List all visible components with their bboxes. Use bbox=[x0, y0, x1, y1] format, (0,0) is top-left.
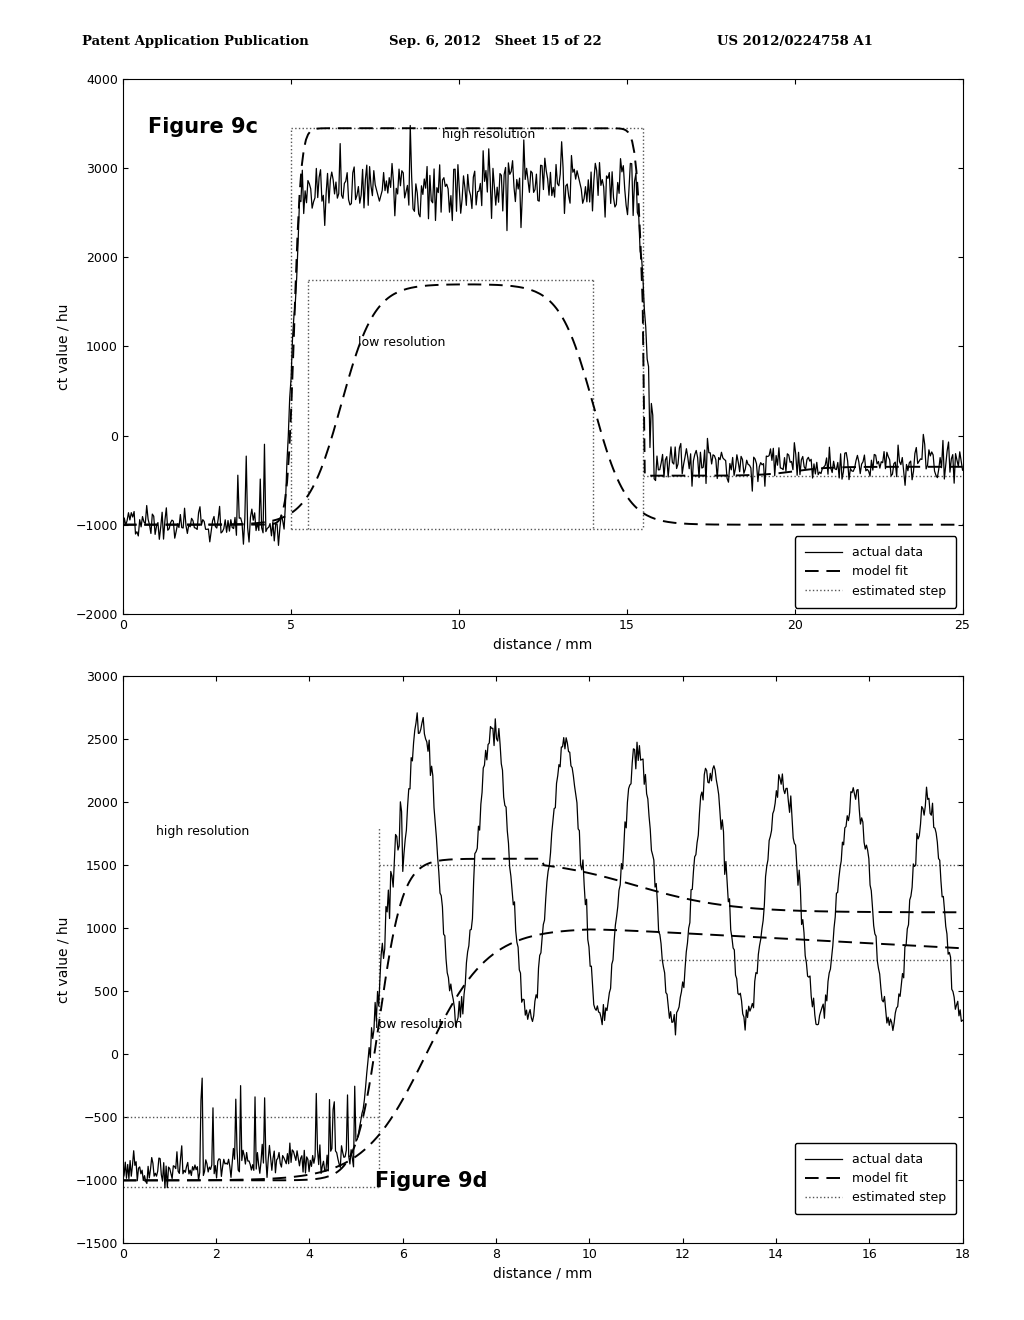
Text: Figure 9c: Figure 9c bbox=[148, 116, 258, 137]
Text: low resolution: low resolution bbox=[358, 337, 445, 350]
Text: low resolution: low resolution bbox=[375, 1018, 462, 1031]
Legend: actual data, model fit, estimated step: actual data, model fit, estimated step bbox=[795, 1143, 956, 1214]
Text: Patent Application Publication: Patent Application Publication bbox=[82, 34, 308, 48]
Text: Figure 9d: Figure 9d bbox=[375, 1171, 487, 1191]
X-axis label: distance / mm: distance / mm bbox=[494, 638, 592, 651]
Text: US 2012/0224758 A1: US 2012/0224758 A1 bbox=[717, 34, 872, 48]
Y-axis label: ct value / hu: ct value / hu bbox=[56, 304, 70, 389]
Text: high resolution: high resolution bbox=[442, 128, 536, 141]
Y-axis label: ct value / hu: ct value / hu bbox=[56, 916, 70, 1003]
Text: high resolution: high resolution bbox=[157, 825, 250, 838]
X-axis label: distance / mm: distance / mm bbox=[494, 1267, 592, 1280]
Text: Sep. 6, 2012   Sheet 15 of 22: Sep. 6, 2012 Sheet 15 of 22 bbox=[389, 34, 602, 48]
Legend: actual data, model fit, estimated step: actual data, model fit, estimated step bbox=[795, 536, 956, 607]
